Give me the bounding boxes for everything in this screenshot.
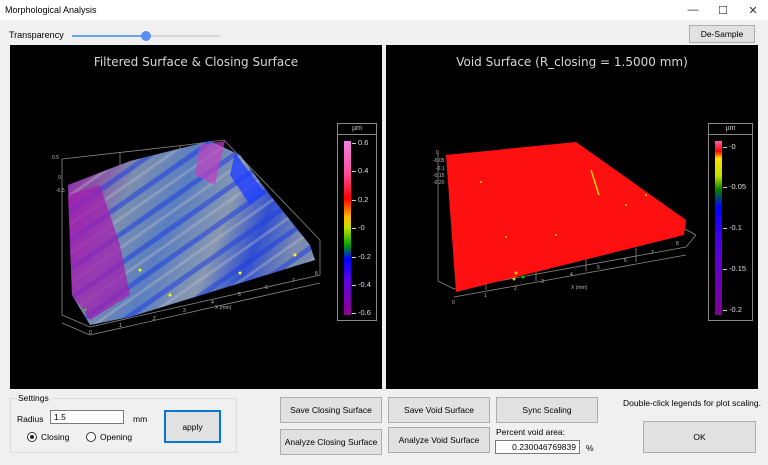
legend-tick: -0.05	[723, 182, 746, 191]
x-tick: 6	[624, 258, 627, 264]
settings-group-label: Settings	[17, 393, 50, 403]
legend-tick: -0.15	[723, 264, 746, 273]
x-tick: 0	[452, 300, 455, 306]
closing-radio[interactable]: Closing	[27, 432, 69, 442]
z-tick: -0.20	[433, 180, 445, 186]
legend-tick: -0	[723, 142, 736, 151]
x-tick: 3	[541, 279, 544, 285]
x-tick: 1	[119, 323, 122, 329]
x-tick: 4	[211, 300, 214, 306]
minimize-button[interactable]: —	[687, 4, 699, 16]
transparency-slider[interactable]	[72, 30, 220, 42]
sync-scaling-button[interactable]: Sync Scaling	[496, 397, 598, 423]
closing-radio-label: Closing	[41, 432, 70, 442]
percent-void-field[interactable]: 0.230046769839	[495, 440, 580, 454]
z-tick: -0.15	[433, 173, 445, 179]
x-tick: 0	[89, 330, 92, 336]
void-surface-3d-render	[437, 142, 697, 298]
analyze-closing-surface-button[interactable]: Analyze Closing Surface	[280, 429, 382, 455]
radius-label: Radius	[17, 414, 44, 424]
percent-void-label: Percent void area:	[496, 427, 565, 437]
legend-unit: µm	[338, 124, 376, 135]
opening-radio-label: Opening	[100, 432, 133, 442]
legend-unit: µm	[709, 124, 752, 135]
legend-gradient	[344, 141, 351, 315]
x-tick: 7	[651, 250, 654, 256]
z-tick: -0.1	[436, 166, 445, 172]
x-tick: 8	[676, 241, 679, 247]
z-tick: 0	[58, 175, 61, 181]
surface-3d-render	[61, 139, 321, 336]
x-tick: 6	[265, 285, 268, 291]
maximize-button[interactable]: ☐	[718, 4, 728, 17]
plot-title: Void Surface (R_closing = 1.5000 mm)	[456, 55, 688, 69]
window-title: Morphological Analysis	[5, 5, 97, 15]
x-tick: 2	[514, 286, 517, 292]
radius-input[interactable]: 1.5	[50, 410, 124, 424]
z-tick: 0	[436, 150, 439, 156]
color-legend[interactable]: µm 0.6 0.4 0.2 -0 -0.2 -0.4 -0.6	[337, 123, 377, 321]
legend-tick: -0.4	[352, 280, 371, 289]
x-axis-label: X (mm)	[571, 285, 588, 291]
opening-radio[interactable]: Opening	[86, 432, 132, 442]
desample-button[interactable]: De-Sample	[689, 25, 755, 43]
x-axis-label: X (mm)	[215, 305, 232, 311]
analyze-void-surface-button[interactable]: Analyze Void Surface	[388, 427, 490, 453]
legend-tick: -0.2	[723, 305, 742, 314]
transparency-label: Transparency	[9, 30, 64, 40]
legend-tick: -0	[352, 223, 365, 232]
x-tick: 7	[292, 278, 295, 284]
color-legend[interactable]: µm -0 -0.05 -0.1 -0.15 -0.2	[708, 123, 753, 321]
z-tick: -0.5	[56, 188, 65, 194]
radio-selected-icon	[27, 432, 37, 442]
z-tick: -0.05	[433, 158, 445, 164]
legend-gradient	[715, 141, 722, 315]
filtered-closing-surface-plot[interactable]: Filtered Surface & Closing Surface	[10, 45, 382, 389]
x-tick: 2	[153, 316, 156, 322]
void-surface-plot[interactable]: Void Surface (R_closing = 1.5000 mm) 0 -…	[386, 45, 758, 389]
slider-fill	[72, 35, 146, 37]
legend-tick: 0.2	[352, 195, 368, 204]
settings-group: Settings	[10, 393, 237, 453]
slider-thumb[interactable]	[141, 31, 151, 41]
legend-tick: -0.1	[723, 223, 742, 232]
x-tick: 5	[238, 292, 241, 298]
legend-tick: -0.2	[352, 252, 371, 261]
plot-title: Filtered Surface & Closing Surface	[93, 55, 299, 69]
x-tick: 5	[597, 265, 600, 271]
save-void-surface-button[interactable]: Save Void Surface	[388, 397, 490, 423]
radius-unit-label: mm	[133, 414, 148, 424]
legend-tick: -0.6	[352, 308, 371, 317]
save-closing-surface-button[interactable]: Save Closing Surface	[280, 397, 382, 423]
x-tick: 4	[570, 272, 573, 278]
close-button[interactable]: ✕	[748, 4, 758, 17]
ok-button[interactable]: OK	[643, 421, 756, 453]
x-tick: 1	[484, 293, 487, 299]
title-bar: Morphological Analysis — ☐ ✕	[0, 0, 768, 20]
legend-tick: 0.6	[352, 138, 368, 147]
x-tick: 8	[315, 271, 318, 277]
z-tick: 0.5	[52, 155, 59, 161]
apply-button[interactable]: apply	[164, 410, 221, 443]
radio-unselected-icon	[86, 432, 96, 442]
x-tick: 3	[183, 308, 186, 314]
percent-unit-label: %	[586, 443, 594, 453]
legend-hint-text: Double-click legends for plot scaling.	[623, 398, 761, 408]
legend-tick: 0.4	[352, 166, 368, 175]
